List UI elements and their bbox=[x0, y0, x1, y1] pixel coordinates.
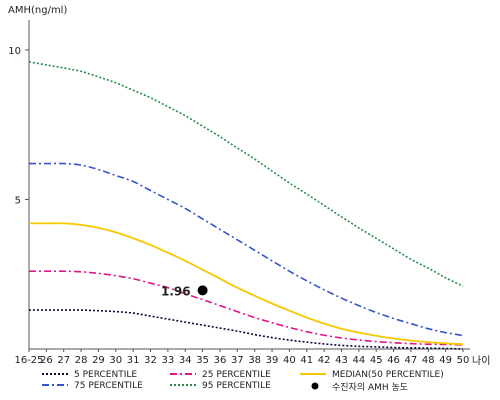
series-line-5-percentile bbox=[29, 309, 464, 350]
x-tick-label: 48 bbox=[422, 355, 435, 366]
patient-point bbox=[197, 285, 208, 296]
x-tick-label: 16-25 bbox=[14, 355, 43, 366]
patient-point-label: 1.96 bbox=[161, 284, 191, 298]
x-tick-label: 36 bbox=[214, 355, 227, 366]
x-tick-label: 27 bbox=[57, 355, 70, 366]
patient-point-group: 1.96 bbox=[161, 284, 208, 298]
x-tick-label: 40 bbox=[283, 355, 296, 366]
legend-label: 25 PERCENTILE bbox=[202, 370, 271, 380]
series-line-95-percentile bbox=[28, 61, 464, 287]
x-tick-label: 34 bbox=[179, 355, 192, 366]
series-line-25-percentile bbox=[29, 270, 464, 346]
legend-point-marker bbox=[311, 382, 319, 390]
x-tick-label: 26 bbox=[40, 355, 53, 366]
y-ticks: 5 10 bbox=[8, 46, 29, 206]
x-tick-label: 30 bbox=[109, 355, 122, 366]
x-tick-label: 39 bbox=[266, 355, 279, 366]
x-tick-label: 32 bbox=[144, 355, 157, 366]
legend-label: 수진자의 AMH 농도 bbox=[332, 382, 408, 393]
x-tick-label: 38 bbox=[248, 355, 261, 366]
x-tick-label: 45 bbox=[370, 355, 383, 366]
series-lines bbox=[28, 61, 464, 350]
y-tick-label: 5 bbox=[15, 195, 21, 206]
x-tick-label: 50 bbox=[457, 355, 470, 366]
x-tick-label: 47 bbox=[405, 355, 418, 366]
legend-label: MEDIAN(50 PERCENTILE) bbox=[332, 370, 444, 380]
x-tick-label: 46 bbox=[387, 355, 400, 366]
series-line-75-percentile bbox=[28, 162, 464, 337]
x-tick-label: 37 bbox=[231, 355, 244, 366]
x-tick-label: 49 bbox=[439, 355, 452, 366]
x-tick-label: 29 bbox=[92, 355, 105, 366]
x-tick-label: 43 bbox=[335, 355, 348, 366]
legend-label: 95 PERCENTILE bbox=[202, 381, 271, 391]
x-tick-label: 31 bbox=[127, 355, 140, 366]
x-tick-label: 42 bbox=[318, 355, 331, 366]
legend-label: 75 PERCENTILE bbox=[74, 381, 143, 391]
x-axis-label: 나이 bbox=[472, 355, 490, 367]
y-axis-label: AMH(ng/ml) bbox=[8, 5, 67, 16]
x-tick-label: 35 bbox=[196, 355, 209, 366]
series-line-median-50-percentile- bbox=[28, 222, 464, 346]
x-tick-label: 33 bbox=[162, 355, 175, 366]
x-tick-label: 28 bbox=[75, 355, 88, 366]
y-tick-label: 10 bbox=[8, 46, 21, 57]
x-tick-label: 41 bbox=[300, 355, 313, 366]
legend-label: 5 PERCENTILE bbox=[74, 370, 137, 380]
x-tick-label: 44 bbox=[352, 355, 365, 366]
